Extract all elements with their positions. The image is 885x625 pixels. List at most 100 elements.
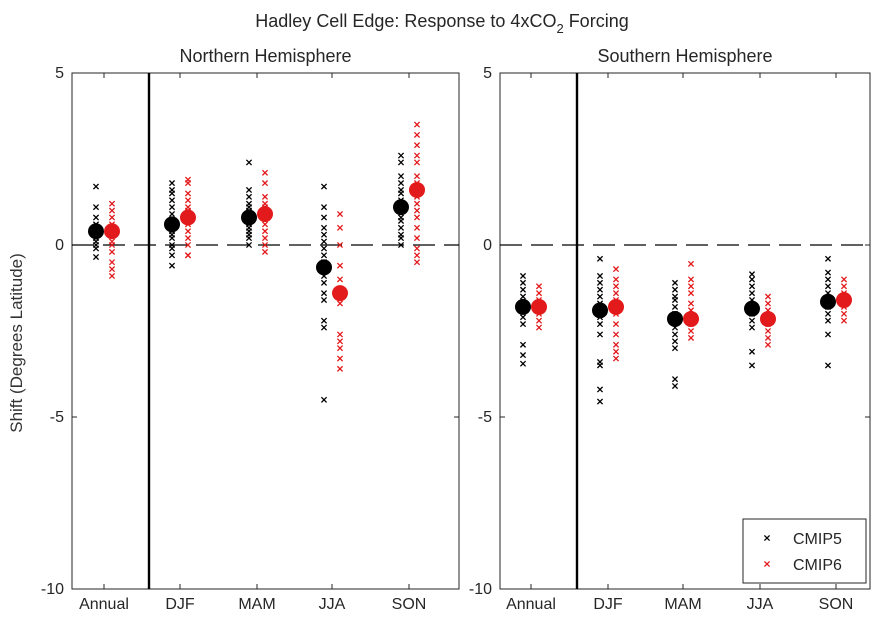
model-point-cmip5-son-nh bbox=[397, 159, 405, 166]
model-point-cmip6-mam-nh bbox=[261, 221, 269, 228]
model-point-cmip6-jja-sh bbox=[764, 300, 772, 307]
model-point-cmip6-annual-sh bbox=[535, 283, 543, 290]
mean-marker-cmip5-annual-sh bbox=[515, 298, 531, 315]
legend-marker-cmip6 bbox=[763, 560, 771, 568]
model-point-cmip6-djf-nh bbox=[184, 180, 192, 187]
mean-marker-cmip5-mam-sh bbox=[667, 310, 683, 327]
model-point-cmip6-djf-nh bbox=[184, 228, 192, 235]
x-tick-label-mam-nh: MAM bbox=[238, 596, 275, 613]
model-point-cmip5-jja-nh bbox=[320, 214, 328, 221]
model-point-cmip5-son-sh bbox=[824, 283, 832, 290]
model-point-cmip5-annual-nh bbox=[92, 245, 100, 252]
legend-label-cmip5: CMIP5 bbox=[793, 531, 842, 548]
mean-marker-cmip5-djf-sh bbox=[592, 302, 608, 319]
model-point-cmip5-jja-nh bbox=[320, 204, 328, 211]
y-tick-label-nh: 5 bbox=[55, 65, 64, 82]
model-point-cmip6-annual-nh bbox=[108, 248, 116, 255]
model-point-cmip5-mam-sh bbox=[671, 382, 679, 390]
model-point-cmip6-annual-sh bbox=[535, 324, 543, 331]
model-point-cmip5-annual-sh bbox=[519, 341, 527, 348]
model-point-cmip6-jja-nh bbox=[336, 241, 344, 249]
model-point-cmip5-son-nh bbox=[397, 180, 405, 187]
mean-marker-cmip6-djf-sh bbox=[608, 298, 624, 315]
model-point-cmip5-djf-nh bbox=[168, 210, 176, 218]
model-point-cmip6-son-nh bbox=[413, 142, 421, 149]
model-point-cmip5-annual-nh bbox=[92, 204, 100, 211]
panel-title-sh: Southern Hemisphere bbox=[597, 46, 772, 66]
model-point-cmip5-jja-nh bbox=[320, 252, 328, 259]
model-point-cmip6-djf-sh bbox=[612, 266, 620, 273]
model-point-cmip6-annual-nh bbox=[108, 266, 116, 273]
panel-sh: Southern Hemisphere -10 -5 0 5 Annual DJF MAM JJ… bbox=[469, 46, 871, 613]
model-point-cmip5-mam-sh bbox=[671, 345, 679, 352]
model-point-cmip5-annual-sh bbox=[519, 314, 527, 321]
model-point-cmip6-mam-sh bbox=[687, 327, 695, 335]
model-point-cmip5-mam-sh bbox=[671, 286, 679, 293]
model-point-cmip5-djf-nh bbox=[168, 252, 176, 259]
mean-marker-cmip6-mam-sh bbox=[683, 310, 699, 327]
model-point-cmip6-jja-nh bbox=[336, 355, 344, 362]
model-point-cmip6-son-nh bbox=[413, 207, 421, 214]
mean-marker-cmip6-jja-nh bbox=[332, 285, 348, 302]
model-point-cmip5-jja-sh bbox=[748, 271, 756, 278]
panels: Northern Hemisphere -10 -5 0 5 Annual DJF MAM JJ… bbox=[41, 46, 871, 613]
model-point-cmip5-annual-sh bbox=[519, 286, 527, 293]
mean-marker-cmip6-annual-nh bbox=[104, 223, 120, 240]
model-point-cmip6-mam-nh bbox=[261, 180, 269, 187]
model-point-cmip5-jja-sh bbox=[748, 317, 756, 324]
model-point-cmip6-jja-nh bbox=[336, 276, 344, 283]
model-point-cmip5-mam-sh bbox=[671, 331, 679, 338]
mean-marker-cmip5-son-nh bbox=[393, 199, 409, 216]
model-point-cmip6-djf-sh bbox=[612, 355, 620, 362]
x-tick-label-djf-nh: DJF bbox=[165, 596, 195, 613]
model-point-cmip6-son-nh bbox=[413, 214, 421, 221]
model-point-cmip6-son-sh bbox=[840, 283, 848, 290]
model-point-cmip6-mam-nh bbox=[261, 235, 269, 242]
model-point-cmip6-mam-nh bbox=[261, 248, 269, 255]
model-point-cmip5-djf-nh bbox=[168, 204, 176, 211]
model-point-cmip5-son-sh bbox=[824, 362, 832, 369]
model-point-cmip6-annual-nh bbox=[108, 241, 116, 249]
model-point-cmip5-djf-sh bbox=[596, 255, 604, 262]
model-point-cmip5-son-sh bbox=[824, 255, 832, 262]
model-point-cmip5-djf-sh bbox=[596, 321, 604, 328]
model-point-cmip6-son-nh bbox=[413, 245, 421, 252]
model-point-cmip6-mam-sh bbox=[687, 290, 695, 297]
model-point-cmip6-djf-sh bbox=[612, 331, 620, 338]
model-point-cmip6-djf-nh bbox=[184, 252, 192, 259]
model-point-cmip5-jja-nh bbox=[320, 324, 328, 331]
model-point-cmip6-annual-nh bbox=[108, 207, 116, 214]
model-point-cmip6-son-nh bbox=[413, 121, 421, 128]
model-point-cmip5-mam-sh bbox=[671, 338, 679, 345]
model-point-cmip5-son-nh bbox=[397, 152, 405, 159]
x-tick-label-djf-sh: DJF bbox=[593, 596, 623, 613]
model-point-cmip6-djf-sh bbox=[612, 290, 620, 297]
mean-marker-cmip5-jja-sh bbox=[744, 300, 760, 317]
x-tick-label-jja-nh: JJA bbox=[319, 596, 346, 613]
model-point-cmip5-djf-nh bbox=[168, 197, 176, 204]
panel-nh: Northern Hemisphere -10 -5 0 5 Annual DJF MAM JJ… bbox=[41, 46, 460, 613]
model-point-cmip5-djf-sh bbox=[596, 386, 604, 393]
model-point-cmip5-son-sh bbox=[824, 310, 832, 317]
model-point-cmip6-djf-nh bbox=[184, 197, 192, 204]
model-point-cmip5-son-nh bbox=[397, 190, 405, 197]
y-tick-label-sh: -5 bbox=[478, 409, 492, 426]
model-point-cmip6-son-nh bbox=[413, 224, 421, 231]
model-point-cmip5-annual-sh bbox=[519, 321, 527, 328]
model-point-cmip6-annual-sh bbox=[535, 317, 543, 324]
y-tick-label-nh: -10 bbox=[41, 581, 64, 598]
model-point-cmip5-son-nh bbox=[397, 217, 405, 224]
model-point-cmip5-jja-sh bbox=[748, 324, 756, 331]
model-point-cmip5-jja-nh bbox=[320, 296, 328, 304]
model-point-cmip6-son-sh bbox=[840, 317, 848, 324]
model-point-cmip5-jja-nh bbox=[320, 317, 328, 324]
model-point-cmip5-jja-nh bbox=[320, 224, 328, 231]
y-tick-label-sh: 5 bbox=[483, 65, 492, 82]
model-point-cmip5-djf-nh bbox=[168, 245, 176, 252]
mean-marker-cmip6-annual-sh bbox=[531, 298, 547, 315]
model-point-cmip6-son-nh bbox=[413, 131, 421, 138]
model-point-cmip5-djf-nh bbox=[168, 190, 176, 197]
model-point-cmip5-djf-sh bbox=[596, 286, 604, 293]
mean-marker-cmip5-jja-nh bbox=[316, 259, 332, 276]
plot-frame-nh bbox=[71, 72, 460, 590]
